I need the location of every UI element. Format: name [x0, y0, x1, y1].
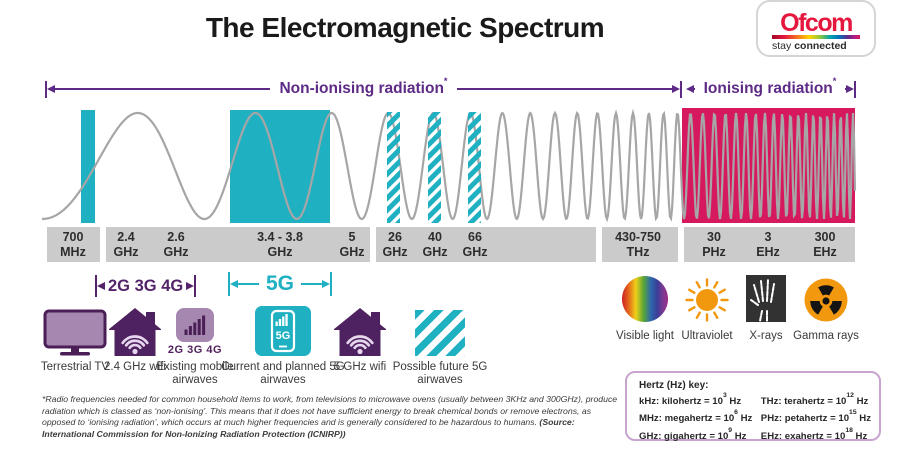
- footnote: *Radio frequencies needed for common hou…: [42, 394, 618, 439]
- use-terrestrial-tv: Terrestrial TV: [35, 304, 115, 374]
- legacy-generations-badge: 2G 3G 4G: [167, 344, 223, 356]
- hz-key-entry-phz: PHz: petahertz = 1015 Hz: [760, 409, 871, 425]
- band-66ghz: [468, 112, 481, 223]
- use-existing-mobile: 2G 3G 4G Existing mobile airwaves: [149, 304, 241, 387]
- page-title: The Electromagnetic Spectrum: [205, 12, 605, 43]
- arrow-right-icon: [322, 280, 331, 288]
- arrow-right-icon: [846, 85, 855, 93]
- arrow-endbar: [95, 275, 97, 297]
- footnote-source: (Source: International Commission for No…: [42, 417, 575, 439]
- use-future-5g: Possible future 5G airwaves: [385, 304, 495, 387]
- house-wifi-icon: [109, 308, 161, 356]
- legacy-generations-label: 2G 3G 4G: [108, 276, 184, 295]
- ionising-range-arrow: Ionising radiation*: [686, 76, 857, 98]
- ofcom-logo: Ofcom stay connected: [756, 0, 876, 57]
- scale-segment: [376, 227, 596, 262]
- scale-segment: [106, 227, 370, 262]
- band-26ghz: [387, 112, 400, 223]
- hertz-key-heading: Hertz (Hz) key:: [639, 380, 709, 391]
- phone-5g-icon: 5G: [255, 306, 311, 356]
- scale-segment: [47, 227, 100, 262]
- arrow-line: [845, 88, 847, 90]
- legacy-generations-arrow: 2G 3G 4G: [95, 275, 208, 297]
- arrow-endbar: [854, 80, 857, 98]
- freq-label-26ghz: 26 GHz: [382, 230, 408, 259]
- five-g-label: 5G: [266, 272, 295, 295]
- arrow-line: [456, 88, 672, 90]
- house-wifi-icon: [334, 308, 386, 356]
- five-g-arrow: 5G: [228, 272, 333, 296]
- arrow-endbar: [330, 272, 333, 296]
- freq-label-2-4ghz: 2.4 GHz: [113, 230, 139, 259]
- band-40ghz: [428, 112, 441, 223]
- arrow-left-icon: [686, 85, 694, 93]
- arrow-endbar: [194, 275, 197, 297]
- hatched-square-icon: [415, 310, 465, 356]
- freq-label-430-750thz: 430-750 THz: [615, 230, 661, 259]
- spectrum-wave: [42, 108, 857, 223]
- arrow-right-icon: [186, 282, 195, 290]
- sine-wave: [42, 108, 857, 223]
- arrow-endbar: [228, 272, 230, 296]
- arrow-left-icon: [47, 85, 55, 93]
- non-ionising-label: Non-ionising radiation*: [279, 76, 448, 98]
- visible-light-icon: [622, 276, 668, 322]
- freq-label-3-4-3-8ghz: 3.4 - 3.8 GHz: [257, 230, 303, 259]
- tv-icon: [43, 309, 107, 356]
- arrow-line: [694, 88, 695, 90]
- scale-segment: [602, 227, 678, 262]
- band-visible-light: Visible light: [613, 272, 677, 343]
- ofcom-logo-text: Ofcom: [780, 9, 853, 37]
- use-current-5g: 5G Current and planned 5G airwaves: [218, 304, 348, 387]
- freq-label-5ghz: 5 GHz: [339, 230, 365, 259]
- ofcom-rainbow-stripe: [772, 35, 860, 39]
- non-ionising-range-arrow: Non-ionising radiation*: [45, 76, 682, 98]
- ofcom-tagline: stay connected: [772, 40, 847, 52]
- band-3.4-3.8ghz: [230, 110, 330, 223]
- hz-key-entry-ehz: EHz: exahertz = 1018 Hz: [760, 426, 868, 442]
- arrow-endbar: [680, 80, 682, 98]
- arrow-line: [238, 283, 259, 285]
- arrow-right-icon: [672, 85, 680, 93]
- freq-label-66ghz: 66 GHz: [462, 230, 488, 259]
- band-ultraviolet: Ultraviolet: [662, 272, 752, 343]
- hz-key-entry-mhz: MHz: megahertz = 106 Hz: [639, 409, 753, 425]
- band-gamma-rays: Gamma rays: [791, 272, 861, 343]
- band-x-rays: X-rays: [731, 272, 801, 343]
- arrow-line: [55, 88, 271, 90]
- freq-label-700mhz: 700 MHz: [60, 230, 86, 259]
- hz-key-entry-thz: THz: terahertz = 1012 Hz: [760, 391, 869, 408]
- arrow-left-icon: [230, 280, 238, 288]
- xray-hand-icon: [746, 275, 786, 322]
- sun-icon: [685, 278, 729, 322]
- arrow-endbar: [45, 80, 47, 98]
- freq-label-300ehz: 300 EHz: [813, 230, 837, 259]
- hz-key-entry-ghz: GHz: gigahertz = 109 Hz: [639, 426, 747, 442]
- ionising-label: Ionising radiation*: [703, 76, 837, 98]
- hz-key-entry-khz: kHz: kilohertz = 103 Hz: [639, 391, 742, 408]
- freq-label-2-6ghz: 2.6 GHz: [163, 230, 189, 259]
- hertz-key-box: Hertz (Hz) key: kHz: kilohertz = 103 Hz …: [625, 371, 881, 442]
- use-5ghz-wifi: 5 GHz wifi: [330, 304, 390, 374]
- freq-label-40ghz: 40 GHz: [422, 230, 448, 259]
- band-700mhz: [81, 110, 95, 223]
- signal-bars-icon: [176, 308, 214, 342]
- freq-label-3ehz: 3 EHz: [756, 230, 780, 259]
- arrow-line: [301, 283, 323, 285]
- scale-segment: [684, 227, 855, 262]
- arrow-left-icon: [97, 282, 105, 290]
- freq-label-30phz: 30 PHz: [702, 230, 726, 259]
- radiation-icon: [804, 278, 848, 322]
- phone-5g-badge: 5G: [276, 330, 291, 342]
- use-24ghz-wifi: 2.4 GHz wifi: [103, 304, 167, 374]
